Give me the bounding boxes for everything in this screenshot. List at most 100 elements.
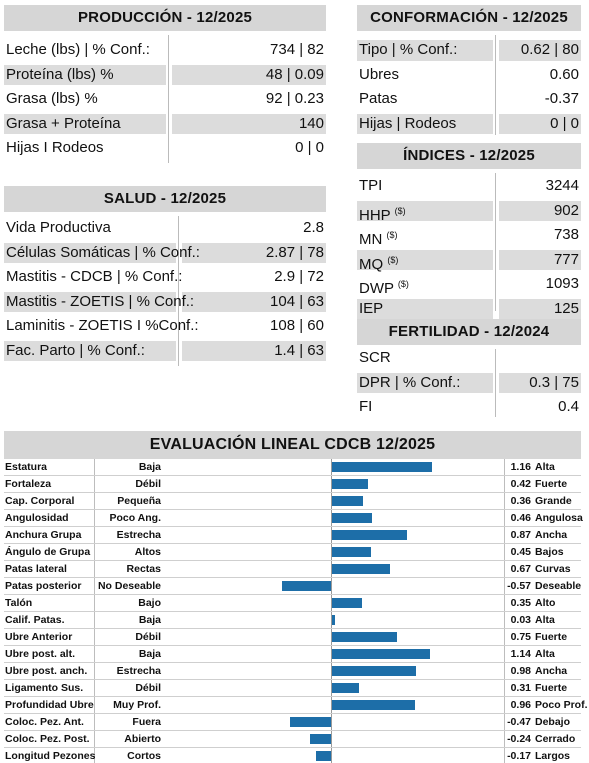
trait-low-label: Estrecha: [116, 529, 161, 541]
row-divider: [4, 509, 581, 510]
row-divider: [4, 611, 581, 612]
row-shade: [172, 113, 326, 134]
row-shade: [357, 200, 493, 221]
trait-bar: [332, 615, 335, 625]
lineal-row: Fortaleza Débil 0.42 Fuerte: [4, 476, 581, 493]
indices-label-text: TPI: [359, 177, 383, 194]
row-divider: [4, 526, 581, 527]
row-divider: [4, 577, 581, 578]
salud-title: SALUD - 12/2025: [4, 186, 326, 212]
produccion-row: Grasa + Proteína 140: [4, 112, 326, 137]
trait-name: Angulosidad: [5, 512, 69, 524]
lineal-row: Estatura Baja 1.16 Alta: [4, 459, 581, 476]
salud-row: Vida Productiva 2.8: [4, 216, 326, 241]
trait-bar: [332, 513, 372, 523]
lineal-row: Ubre post. anch. Estrecha 0.98 Ancha: [4, 663, 581, 680]
salud-value: 1.4 | 63: [274, 341, 324, 359]
fertilidad-label: DPR | % Conf.:: [359, 371, 460, 395]
trait-low-label: Cortos: [127, 750, 161, 762]
trait-high-label: Fuerte: [535, 682, 568, 694]
row-shade: [357, 113, 493, 134]
trait-value: 0.42: [510, 478, 531, 490]
salud-label-text: Mastitis - ZOETIS | % Conf.:: [6, 292, 195, 310]
salud-row: Laminitis - ZOETIS I %Conf.: 108 | 60: [4, 314, 326, 339]
row-shade: [4, 242, 176, 263]
salud-label: Mastitis - CDCB | % Conf.:: [6, 265, 182, 289]
trait-low-label: Bajo: [138, 597, 161, 609]
trait-low-label: Baja: [138, 648, 161, 660]
trait-high-label: Grande: [535, 495, 572, 507]
trait-value: -0.57: [507, 580, 531, 592]
trait-bar: [316, 751, 331, 761]
salud-panel: SALUD - 12/2025 Vida Productiva 2.8 Célula…: [4, 186, 326, 366]
produccion-label: Leche (lbs) | % Conf.:: [6, 38, 150, 62]
produccion-value: 0 | 0: [295, 139, 324, 156]
trait-name: Talón: [5, 597, 33, 609]
trait-high-label: Alta: [535, 461, 555, 473]
trait-bar: [281, 581, 331, 591]
indices-row: DWP ($) 1093: [357, 272, 581, 297]
indices-row: MQ ($) 777: [357, 248, 581, 273]
conformacion-label: Hijas | Rodeos: [359, 112, 456, 136]
produccion-value: 92 | 0.23: [265, 90, 324, 107]
produccion-label-text: Proteína (lbs) %: [6, 65, 114, 83]
fertilidad-value: 0.4: [558, 398, 579, 415]
indices-value: 1093: [545, 275, 579, 292]
trait-value: -0.47: [507, 716, 531, 728]
row-divider: [4, 543, 581, 544]
row-divider: [4, 492, 581, 493]
salud-label: Laminitis - ZOETIS I %Conf.:: [6, 314, 199, 338]
trait-name: Anchura Grupa: [5, 529, 82, 541]
indices-label: MN ($): [359, 223, 398, 252]
lineal-row: Ángulo de Grupa Altos 0.45 Bajos: [4, 544, 581, 561]
lineal-title: EVALUACIÓN LINEAL CDCB 12/2025: [4, 431, 581, 459]
salud-value: 2.8: [303, 219, 324, 236]
trait-name: Ángulo de Grupa: [5, 546, 91, 558]
trait-high-label: Alto: [535, 597, 556, 609]
conformacion-label-text: Patas: [359, 90, 398, 107]
row-divider: [4, 747, 581, 748]
row-shade: [357, 40, 493, 61]
trait-value: 0.03: [510, 614, 531, 626]
row-divider: [4, 696, 581, 697]
fertilidad-value: 0.3 | 75: [529, 373, 579, 391]
trait-name: Patas posterior: [5, 580, 82, 592]
conformacion-title: CONFORMACIÓN - 12/2025: [357, 5, 581, 31]
row-shade: [4, 291, 176, 312]
trait-bar: [290, 717, 331, 727]
trait-bar: [332, 598, 363, 608]
trait-low-label: Débil: [135, 631, 161, 643]
fertilidad-label-text: FI: [359, 398, 373, 415]
conformacion-label: Ubres: [359, 63, 399, 87]
fertilidad-title: FERTILIDAD - 12/2024: [357, 319, 581, 345]
produccion-value: 734 | 82: [270, 41, 324, 58]
produccion-value: 48 | 0.09: [265, 65, 324, 83]
trait-low-label: Altos: [134, 546, 161, 558]
trait-bar: [332, 547, 371, 557]
trait-value: 0.31: [510, 682, 531, 694]
trait-value: 0.35: [510, 597, 531, 609]
produccion-row: Hijas I Rodeos 0 | 0: [4, 136, 326, 161]
row-divider: [4, 560, 581, 561]
trait-value: 0.36: [510, 495, 531, 507]
row-shade: [499, 200, 581, 221]
trait-value: 0.96: [510, 699, 531, 711]
salud-value: 104 | 63: [270, 292, 324, 310]
trait-bar: [332, 530, 407, 540]
salud-label-text: Mastitis - CDCB | % Conf.:: [6, 268, 183, 285]
indices-label: MQ ($): [359, 248, 398, 277]
trait-low-label: Poco Ang.: [109, 512, 161, 524]
produccion-label-text: Grasa (lbs) %: [6, 90, 98, 107]
conformacion-label-text: Ubres: [359, 65, 400, 83]
row-shade: [4, 64, 166, 85]
fertilidad-row: FI 0.4: [357, 395, 581, 420]
trait-value: 1.16: [510, 461, 531, 473]
salud-label: Mastitis - ZOETIS | % Conf.:: [6, 290, 194, 314]
indices-value: 902: [553, 201, 579, 219]
trait-bar: [332, 564, 390, 574]
trait-low-label: Abierto: [124, 733, 161, 745]
trait-name: Fortaleza: [5, 478, 52, 490]
row-shade: [357, 298, 493, 319]
trait-bar: [332, 683, 359, 693]
trait-low-label: Baja: [138, 614, 161, 626]
